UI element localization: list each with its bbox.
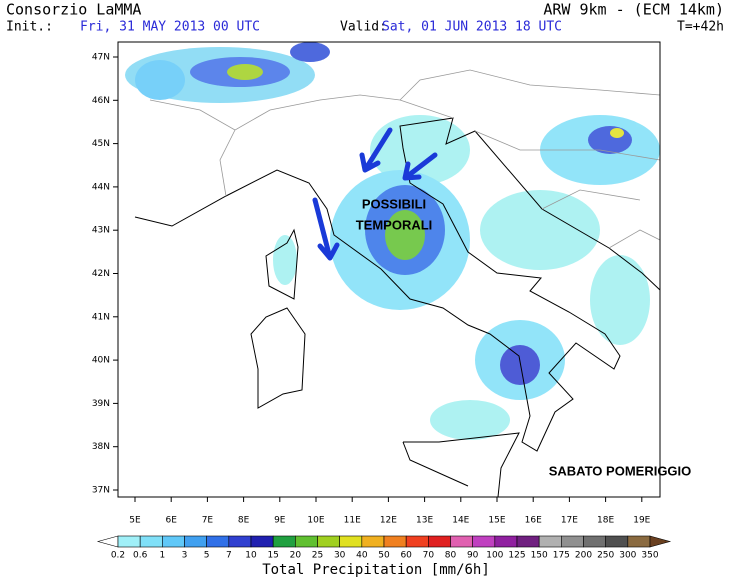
colorbar-box — [450, 535, 473, 548]
colorbar-box — [428, 535, 451, 548]
colorbar-box — [317, 535, 340, 548]
wind-arrows — [312, 127, 438, 261]
lon-tick-label: 19E — [633, 516, 650, 526]
lat-tick-label: 41N — [92, 312, 110, 322]
lat-tick-label: 47N — [92, 53, 110, 63]
colorbar-box — [583, 535, 606, 548]
colorbar-label: 25 — [312, 551, 323, 561]
colorbar-box — [272, 535, 296, 548]
colorbar-box — [361, 535, 385, 548]
lon-tick-label: 14E — [452, 516, 469, 526]
colorbar-label: 40 — [356, 551, 368, 561]
init-label: Init.: — [6, 20, 53, 35]
map-frame — [117, 41, 661, 498]
valid-time: Sat, 01 JUN 2013 18 UTC — [382, 20, 562, 35]
colorbar-label: 50 — [378, 551, 390, 561]
lat-tick-label: 39N — [92, 399, 110, 409]
colorbar-box — [206, 535, 230, 548]
colorbar-box — [117, 535, 141, 548]
colorbar-label: 1 — [159, 551, 165, 561]
colorbar-box — [405, 535, 429, 548]
lon-tick-label: 18E — [597, 516, 614, 526]
lon-tick-label: 6E — [165, 516, 177, 526]
lead-time: T=+42h — [677, 20, 724, 35]
colorbar-label: 200 — [575, 551, 592, 561]
colorbar-label: 100 — [486, 551, 503, 561]
colorbar-label: 3 — [182, 551, 188, 561]
colorbar-label: 60 — [400, 551, 412, 561]
colorbar-box — [561, 535, 584, 548]
lon-tick-label: 17E — [561, 516, 578, 526]
colorbar-label: 300 — [619, 551, 636, 561]
colorbar-box — [627, 535, 651, 548]
colorbar-label: 150 — [531, 551, 548, 561]
colorbar-label: 20 — [290, 551, 302, 561]
sardinia — [250, 307, 306, 409]
lon-tick-label: 16E — [525, 516, 542, 526]
lat-tick-label: 45N — [92, 139, 110, 149]
colorbar-end — [649, 535, 672, 548]
map-area — [117, 41, 661, 498]
colorbar-label: 175 — [553, 551, 570, 561]
lat-tick-label: 42N — [92, 269, 110, 279]
colorbar-box — [184, 535, 207, 548]
colorbar-title: Total Precipitation [mm/6h] — [262, 562, 490, 578]
valid-label: Valid: — [340, 20, 387, 35]
lon-tick-label: 5E — [129, 516, 141, 526]
lat-tick-label: 43N — [92, 226, 110, 236]
colorbar-box — [472, 535, 496, 548]
colorbar-box — [494, 535, 518, 548]
lon-tick-label: 12E — [380, 516, 397, 526]
colorbar-label: 30 — [334, 551, 346, 561]
colorbar-label: 70 — [423, 551, 435, 561]
producer: Consorzio LaMMA — [6, 1, 141, 19]
colorbar-label: 15 — [267, 551, 278, 561]
lon-tick-label: 13E — [416, 516, 433, 526]
colorbar-box — [139, 535, 163, 548]
lon-tick-label: 11E — [344, 516, 361, 526]
colorbar-box — [383, 535, 407, 548]
colorbar: 0.2 0.6 1 3 5 7 10 15 20 25 30 40 50 60 70 80 90 100 125 15… — [96, 535, 672, 561]
model: ARW 9km - (ECM 14km) — [543, 1, 724, 19]
lon-tick-label: 8E — [238, 516, 250, 526]
colorbar-label: 10 — [245, 551, 257, 561]
colorbar-label: 125 — [508, 551, 525, 561]
colorbar-box — [516, 535, 540, 548]
lon-tick-label: 7E — [202, 516, 214, 526]
lon-tick-label: 15E — [488, 516, 505, 526]
colorbar-box — [228, 535, 252, 548]
lat-tick-label: 44N — [92, 182, 110, 192]
annotation: POSSIBILI — [362, 196, 426, 211]
colorbar-label: 0.2 — [111, 551, 125, 561]
colorbar-label: 5 — [204, 551, 210, 561]
lon-tick-label: 9E — [274, 516, 286, 526]
colorbar-box — [162, 535, 185, 548]
lat-tick-label: 46N — [92, 96, 110, 106]
corsica — [265, 228, 299, 300]
annotation: SABATO POMERIGGIO — [549, 463, 692, 478]
lat-tick-label: 37N — [92, 486, 110, 496]
lat-tick-label: 38N — [92, 442, 110, 452]
colorbar-label: 90 — [467, 551, 479, 561]
colorbar-label: 250 — [597, 551, 614, 561]
borders — [149, 69, 661, 249]
annotation: TEMPORALI — [356, 217, 433, 232]
colorbar-label: 350 — [641, 551, 658, 561]
colorbar-box — [538, 535, 562, 548]
colorbar-label: 80 — [445, 551, 457, 561]
coastline — [134, 117, 661, 452]
precipitation-field — [125, 42, 660, 440]
colorbar-label: 0.6 — [133, 551, 148, 561]
lat-tick-label: 40N — [92, 356, 110, 366]
colorbar-box — [250, 535, 274, 548]
colorbar-box — [605, 535, 629, 548]
init-time: Fri, 31 MAY 2013 00 UTC — [80, 20, 260, 35]
sicily — [402, 432, 520, 498]
colorbar-end — [96, 535, 119, 548]
colorbar-box — [339, 535, 363, 548]
lon-tick-label: 10E — [307, 516, 324, 526]
colorbar-label: 7 — [226, 551, 232, 561]
colorbar-box — [295, 535, 318, 548]
